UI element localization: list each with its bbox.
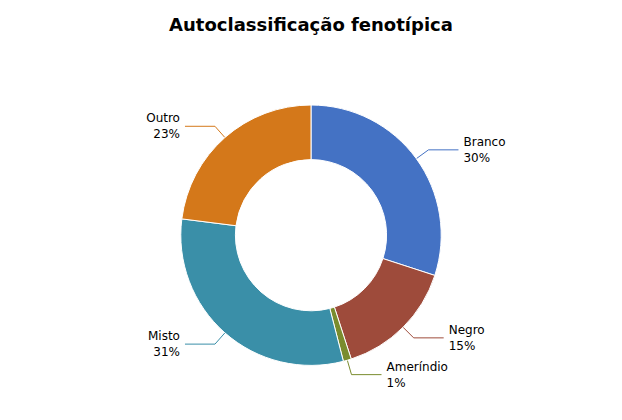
svg-text:1%: 1% — [387, 376, 406, 390]
svg-text:Negro: Negro — [449, 323, 485, 337]
svg-text:Autoclassificação fenotípica: Autoclassificação fenotípica — [169, 14, 453, 35]
svg-text:31%: 31% — [153, 345, 180, 359]
svg-text:Misto: Misto — [148, 329, 180, 343]
svg-text:Ameríndio: Ameríndio — [387, 360, 448, 374]
svg-text:15%: 15% — [449, 339, 476, 353]
svg-text:Outro: Outro — [146, 111, 180, 125]
svg-text:23%: 23% — [153, 127, 180, 141]
svg-text:Branco: Branco — [463, 135, 505, 149]
svg-text:30%: 30% — [463, 151, 490, 165]
